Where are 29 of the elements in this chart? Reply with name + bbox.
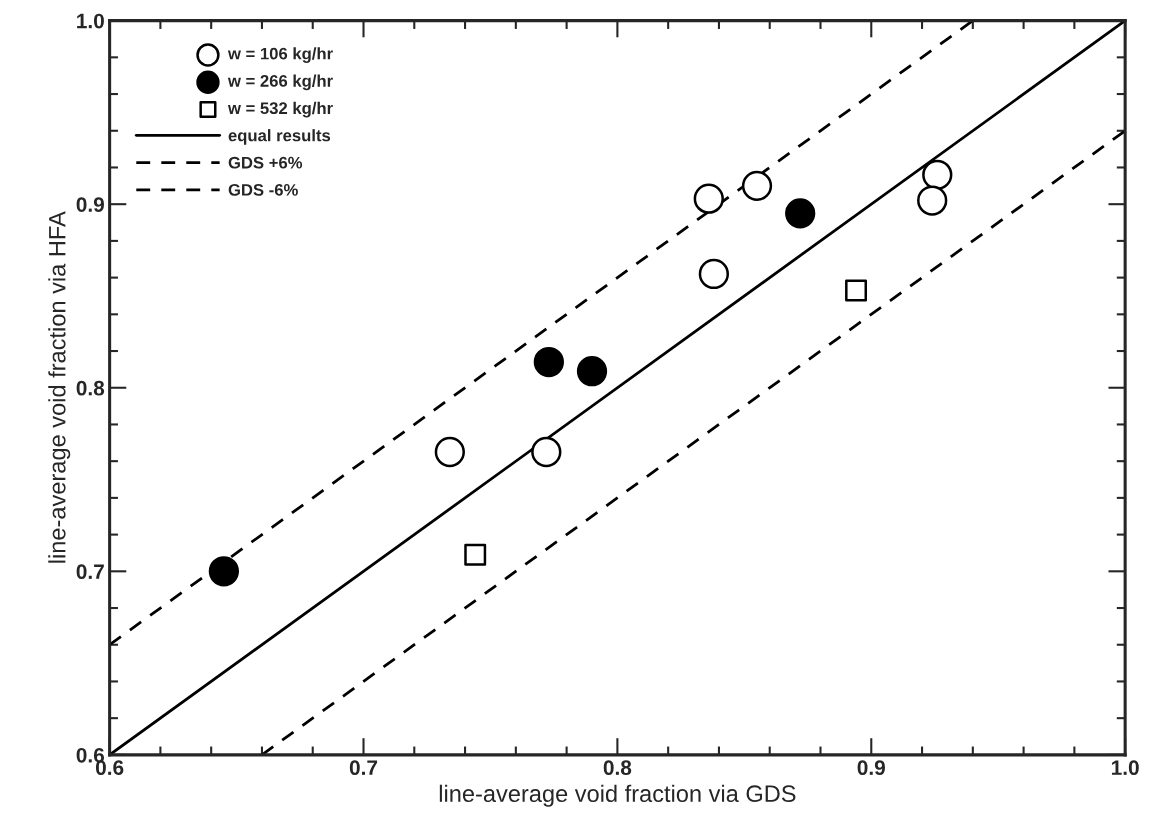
point <box>576 356 608 387</box>
point <box>845 279 868 302</box>
x-tick-label: 0.7 <box>349 760 378 776</box>
x-axis-title: line-average void fraction via GDS <box>439 784 796 807</box>
legend-label: GDS +6% <box>228 156 303 169</box>
point <box>922 159 953 190</box>
legend-label: GDS -6% <box>228 183 298 196</box>
legend-label: w = 106 kg/hr <box>227 47 333 63</box>
point <box>698 258 729 290</box>
point <box>531 436 562 468</box>
x-tick-label: 1.0 <box>1111 760 1139 776</box>
y-tick-label: 1.0 <box>77 13 104 29</box>
point <box>464 543 487 566</box>
point <box>917 185 948 216</box>
x-tick-label: 0.8 <box>603 760 632 776</box>
legend-label: w = 266 kg/hr <box>227 74 333 91</box>
y-tick-label: 0.7 <box>76 564 104 580</box>
point <box>208 556 240 587</box>
legend-label: equal results <box>228 129 331 145</box>
legend-label: w = 532 kg/hr <box>227 101 333 118</box>
y-tick-label: 0.9 <box>76 197 104 212</box>
y-tick-label: 0.8 <box>76 380 105 396</box>
point <box>785 198 816 229</box>
x-tick-label: 0.9 <box>857 760 885 776</box>
point <box>533 346 564 378</box>
y-axis-title: line-average void fraction via HFA <box>48 211 71 563</box>
point <box>693 183 724 214</box>
point <box>434 436 465 468</box>
point <box>741 170 773 201</box>
